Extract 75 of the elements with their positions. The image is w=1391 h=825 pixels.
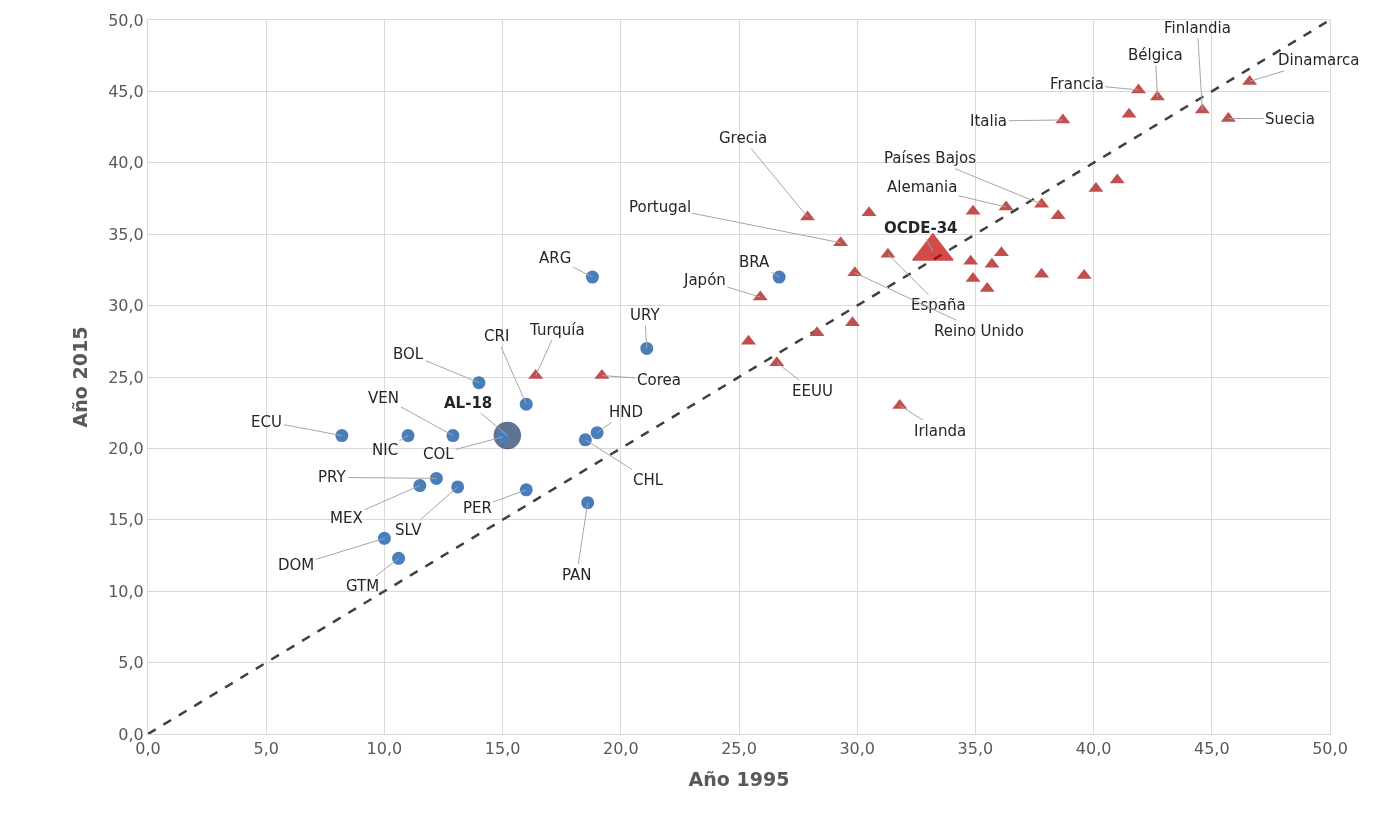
- annotation: URY: [630, 306, 661, 324]
- x-axis-title: Año 1995: [688, 768, 790, 790]
- annotation: SLV: [395, 521, 423, 539]
- y-tick-label: 30,0: [108, 296, 144, 316]
- annotation: BOL: [393, 345, 424, 363]
- annotation: HND: [609, 403, 644, 421]
- annotation: BRA: [739, 253, 771, 271]
- point: [392, 551, 406, 565]
- point: [446, 429, 460, 443]
- x-tick-label: 5,0: [253, 739, 279, 759]
- annotation: Bélgica: [1128, 46, 1183, 64]
- point: [640, 341, 654, 355]
- point: [335, 429, 349, 443]
- point: [519, 397, 533, 411]
- point: [377, 531, 391, 545]
- x-tick-label: 50,0: [1312, 739, 1348, 759]
- y-tick-label: 50,0: [108, 10, 144, 30]
- annotation: Reino Unido: [934, 322, 1024, 340]
- annotation: DOM: [278, 556, 315, 574]
- point: [519, 483, 533, 497]
- annotation: PAN: [562, 566, 592, 584]
- point: [413, 479, 427, 493]
- y-axis-title: Año 2015: [69, 326, 92, 428]
- annotation: Corea: [637, 371, 681, 389]
- y-tick-label: 5,0: [118, 653, 144, 673]
- annotation: CRI: [484, 327, 510, 345]
- annotation: MEX: [330, 509, 363, 527]
- annotation: España: [911, 296, 966, 314]
- y-tick-label: 15,0: [108, 510, 144, 530]
- y-tick-label: 10,0: [108, 581, 144, 601]
- x-tick-label: 40,0: [1075, 739, 1112, 759]
- x-tick-label: 20,0: [602, 739, 639, 759]
- point: [472, 376, 486, 390]
- annotation: Irlanda: [914, 422, 967, 440]
- annotation: ECU: [251, 413, 282, 431]
- annotation: AL-18: [444, 394, 493, 412]
- y-tick-label: 20,0: [108, 439, 144, 458]
- annotation: ARG: [539, 249, 572, 267]
- x-tick-label: 25,0: [721, 739, 757, 759]
- y-tick-label: 40,0: [108, 153, 144, 173]
- point: [401, 429, 415, 443]
- y-tick-label: 45,0: [108, 82, 144, 101]
- annotation: VEN: [368, 389, 399, 407]
- y-tick-label: 25,0: [108, 367, 144, 387]
- annotation: OCDE-34: [884, 219, 958, 237]
- annotation: CHL: [633, 471, 664, 489]
- point: [451, 480, 465, 494]
- annotation: PRY: [318, 468, 347, 486]
- annotation: NIC: [372, 441, 399, 459]
- annotation: Dinamarca: [1278, 51, 1360, 69]
- annotation: Grecia: [719, 129, 768, 147]
- x-tick-label: 15,0: [484, 739, 521, 759]
- annotation: EEUU: [792, 382, 833, 400]
- annotation: Italia: [970, 112, 1008, 130]
- annotation: Francia: [1050, 75, 1105, 93]
- annotation: COL: [423, 445, 455, 463]
- x-tick-label: 30,0: [839, 739, 876, 759]
- annotation: Japón: [683, 271, 726, 289]
- x-tick-label: 45,0: [1193, 739, 1230, 759]
- annotation: Suecia: [1265, 110, 1315, 128]
- annotation: Alemania: [887, 178, 958, 196]
- x-tick-label: 35,0: [957, 739, 994, 759]
- x-tick-label: 10,0: [366, 739, 403, 759]
- annotation: Portugal: [629, 198, 692, 216]
- point: [590, 426, 604, 440]
- point: [578, 433, 592, 447]
- point: [585, 270, 599, 284]
- annotation: PER: [463, 499, 492, 517]
- point: [429, 471, 443, 485]
- point: [581, 496, 595, 510]
- y-tick-label: 35,0: [108, 224, 144, 244]
- annotation: Turquía: [529, 321, 585, 339]
- annotation: GTM: [346, 577, 380, 595]
- annotation: Finlandia: [1164, 19, 1231, 37]
- annotation: Países Bajos: [884, 149, 977, 167]
